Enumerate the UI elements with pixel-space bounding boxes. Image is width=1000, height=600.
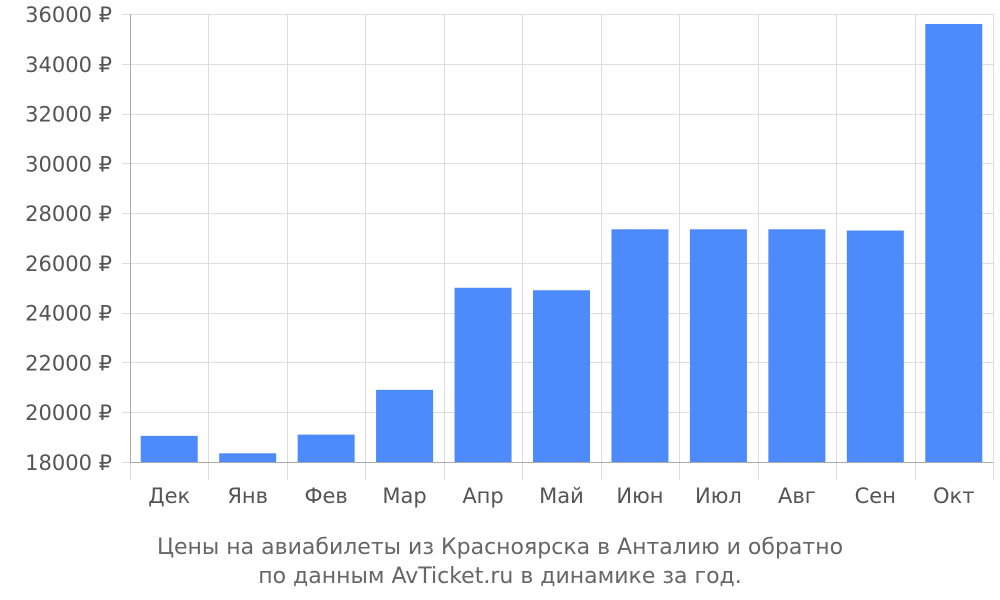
chart-caption-line-2: по данным AvTicket.ru в динамике за год.	[258, 564, 742, 589]
x-tick-label: Дек	[148, 484, 190, 508]
y-tick-labels: 18000 ₽ 20000 ₽ 22000 ₽ 24000 ₽ 26000 ₽ 28000…	[25, 3, 112, 475]
bar-3	[297, 434, 355, 462]
x-tick-label: Апр	[462, 484, 503, 508]
x-tick-label: Июл	[695, 484, 742, 508]
grid	[122, 14, 994, 480]
y-tick-label: 20000 ₽	[25, 401, 112, 425]
bar-9	[768, 229, 826, 462]
y-tick-label: 36000 ₽	[25, 3, 112, 27]
y-tick-label: 24000 ₽	[25, 302, 112, 326]
y-tick-label: 26000 ₽	[25, 252, 112, 276]
x-tick-label: Май	[539, 484, 584, 508]
y-tick-label: 30000 ₽	[25, 152, 112, 176]
y-tick-label: 34000 ₽	[25, 53, 112, 77]
bar-4	[376, 389, 434, 462]
bar-8	[689, 229, 747, 462]
bar-10	[846, 230, 904, 462]
x-tick-label: Фев	[304, 484, 347, 508]
bar-5	[454, 287, 512, 462]
x-tick-label: Авг	[778, 484, 816, 508]
y-tick-label: 18000 ₽	[25, 451, 112, 475]
bars	[140, 23, 983, 462]
x-tick-label: Июн	[616, 484, 663, 508]
chart-caption-line-1: Цены на авиабилеты из Красноярска в Анта…	[156, 535, 844, 560]
x-tick-label: Окт	[933, 484, 974, 508]
x-tick-label: Янв	[227, 484, 268, 508]
bar-6	[533, 290, 590, 462]
y-tick-label: 22000 ₽	[25, 351, 112, 375]
y-tick-label: 28000 ₽	[25, 202, 112, 226]
bar-2	[219, 453, 277, 462]
axes	[130, 14, 993, 463]
bar-7	[611, 229, 669, 462]
bar-11	[925, 23, 983, 462]
x-tick-label: Сен	[855, 484, 896, 508]
y-tick-label: 32000 ₽	[25, 103, 112, 127]
bar-1	[140, 435, 198, 462]
x-tick-label: Мар	[382, 484, 426, 508]
x-tick-labels: Дек Янв Фев Мар Апр Май Июн Июл Авг Сен Окт	[148, 484, 974, 508]
